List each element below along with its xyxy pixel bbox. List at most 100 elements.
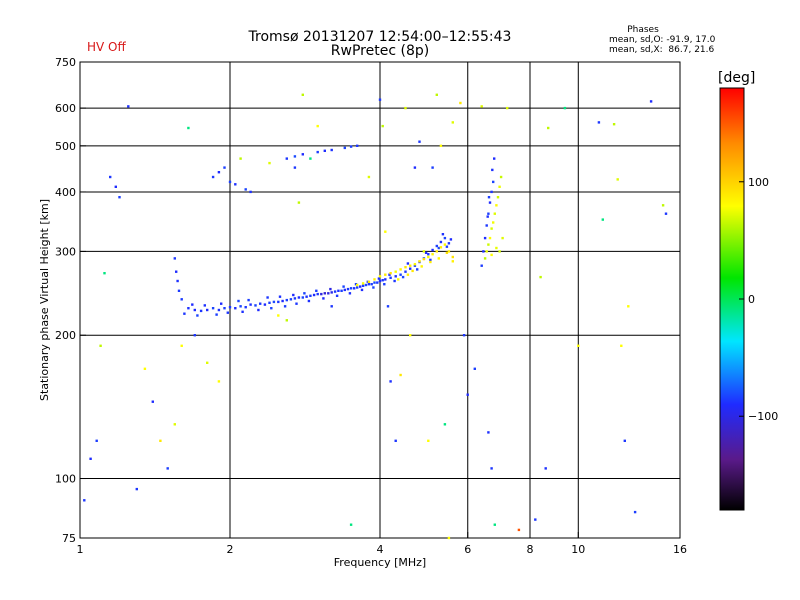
echo-point (356, 283, 359, 287)
echo-point (577, 344, 580, 347)
echo-point (443, 243, 447, 246)
echo-point (316, 150, 319, 154)
echo-point (406, 273, 410, 276)
echo-point (223, 307, 226, 310)
echo-point (389, 276, 392, 279)
echo-point (409, 334, 412, 337)
echo-point (364, 283, 368, 287)
echo-point (439, 246, 443, 249)
hv-status-label: HV Off (87, 40, 126, 54)
echo-point (399, 273, 402, 276)
echo-point (335, 294, 339, 297)
echo-point (462, 334, 466, 337)
echo-point (480, 264, 483, 267)
echo-point (83, 499, 86, 502)
echo-point (404, 270, 407, 273)
echo-point (424, 251, 428, 254)
echo-point (301, 296, 304, 299)
echo-point (397, 278, 400, 281)
echo-point (206, 361, 209, 364)
echo-point (451, 255, 454, 259)
x-tick-label: 8 (527, 543, 534, 556)
echo-point (215, 313, 218, 316)
echo-point (376, 281, 379, 284)
echo-point (176, 279, 179, 283)
echo-point (349, 145, 353, 148)
echo-point (367, 283, 371, 286)
echo-point (451, 121, 454, 124)
echo-point (217, 171, 221, 174)
grid-layer (80, 62, 680, 538)
echo-point (342, 285, 345, 288)
echo-point (373, 278, 376, 281)
echo-point (370, 283, 373, 286)
echo-point (399, 268, 402, 271)
colorbar-label: [deg] (718, 70, 755, 86)
echo-point (487, 431, 490, 434)
echo-point (435, 250, 438, 253)
echo-point (443, 423, 447, 426)
echo-point (413, 264, 417, 267)
phases-line-x: mean, sd,X: 86.7, 21.6 (609, 45, 715, 55)
phases-line-o: mean, sd,O: -91.9, 17.0 (609, 35, 716, 45)
echo-point (320, 292, 323, 296)
x-tick-label: 10 (571, 543, 585, 556)
echo-point (329, 287, 332, 291)
echo-point (346, 287, 350, 291)
echo-point (333, 290, 337, 293)
echo-point (249, 303, 252, 306)
colorbar-tick-label: 0 (748, 293, 755, 306)
echo-point (367, 175, 371, 179)
echo-point (263, 303, 267, 306)
echo-point (277, 314, 280, 317)
echo-point (285, 157, 288, 160)
echo-point (241, 310, 244, 313)
echo-point (411, 269, 414, 273)
echo-point (449, 238, 453, 241)
echo-point (534, 518, 537, 521)
echo-point (372, 286, 375, 289)
chart-title-line2: RwPretec (8p) (331, 43, 429, 59)
echo-point (285, 319, 288, 322)
phases-heading: Phases (627, 25, 659, 35)
echo-point (118, 196, 121, 199)
axis-ticks: 1 2 4 6 8 10 16 75 100 200 300 400 500 600 750 (55, 56, 687, 556)
echo-point (394, 275, 397, 278)
echo-point (349, 287, 353, 290)
echo-point (381, 124, 384, 128)
echo-point (244, 188, 247, 191)
echo-point (103, 272, 106, 275)
echo-point (381, 279, 384, 282)
echo-point (211, 307, 215, 310)
echo-point (422, 257, 426, 261)
echo-point (183, 312, 186, 315)
echo-point (441, 233, 445, 236)
data-points (83, 93, 668, 540)
echo-point (193, 308, 196, 312)
echo-point (466, 393, 469, 396)
echo-point (427, 255, 430, 259)
echo-point (330, 148, 333, 152)
echo-point (501, 236, 504, 240)
echo-point (211, 175, 215, 179)
echo-point (305, 295, 308, 298)
echo-point (361, 284, 365, 287)
echo-point (384, 278, 387, 281)
echo-point (389, 272, 392, 275)
echo-point (343, 146, 346, 150)
y-tick-label: 300 (55, 245, 76, 258)
echo-point (620, 344, 623, 347)
echo-point (285, 298, 288, 302)
echo-point (492, 180, 495, 184)
echo-point (203, 304, 206, 307)
echo-point (127, 105, 130, 108)
echo-point (254, 304, 257, 307)
x-axis-label: Frequency [MHz] (334, 556, 426, 569)
echo-point (384, 273, 387, 276)
echo-point (563, 106, 567, 110)
echo-point (89, 457, 92, 460)
echo-point (322, 297, 325, 300)
echo-point (492, 221, 495, 224)
echo-point (495, 204, 498, 207)
echo-point (360, 288, 364, 292)
